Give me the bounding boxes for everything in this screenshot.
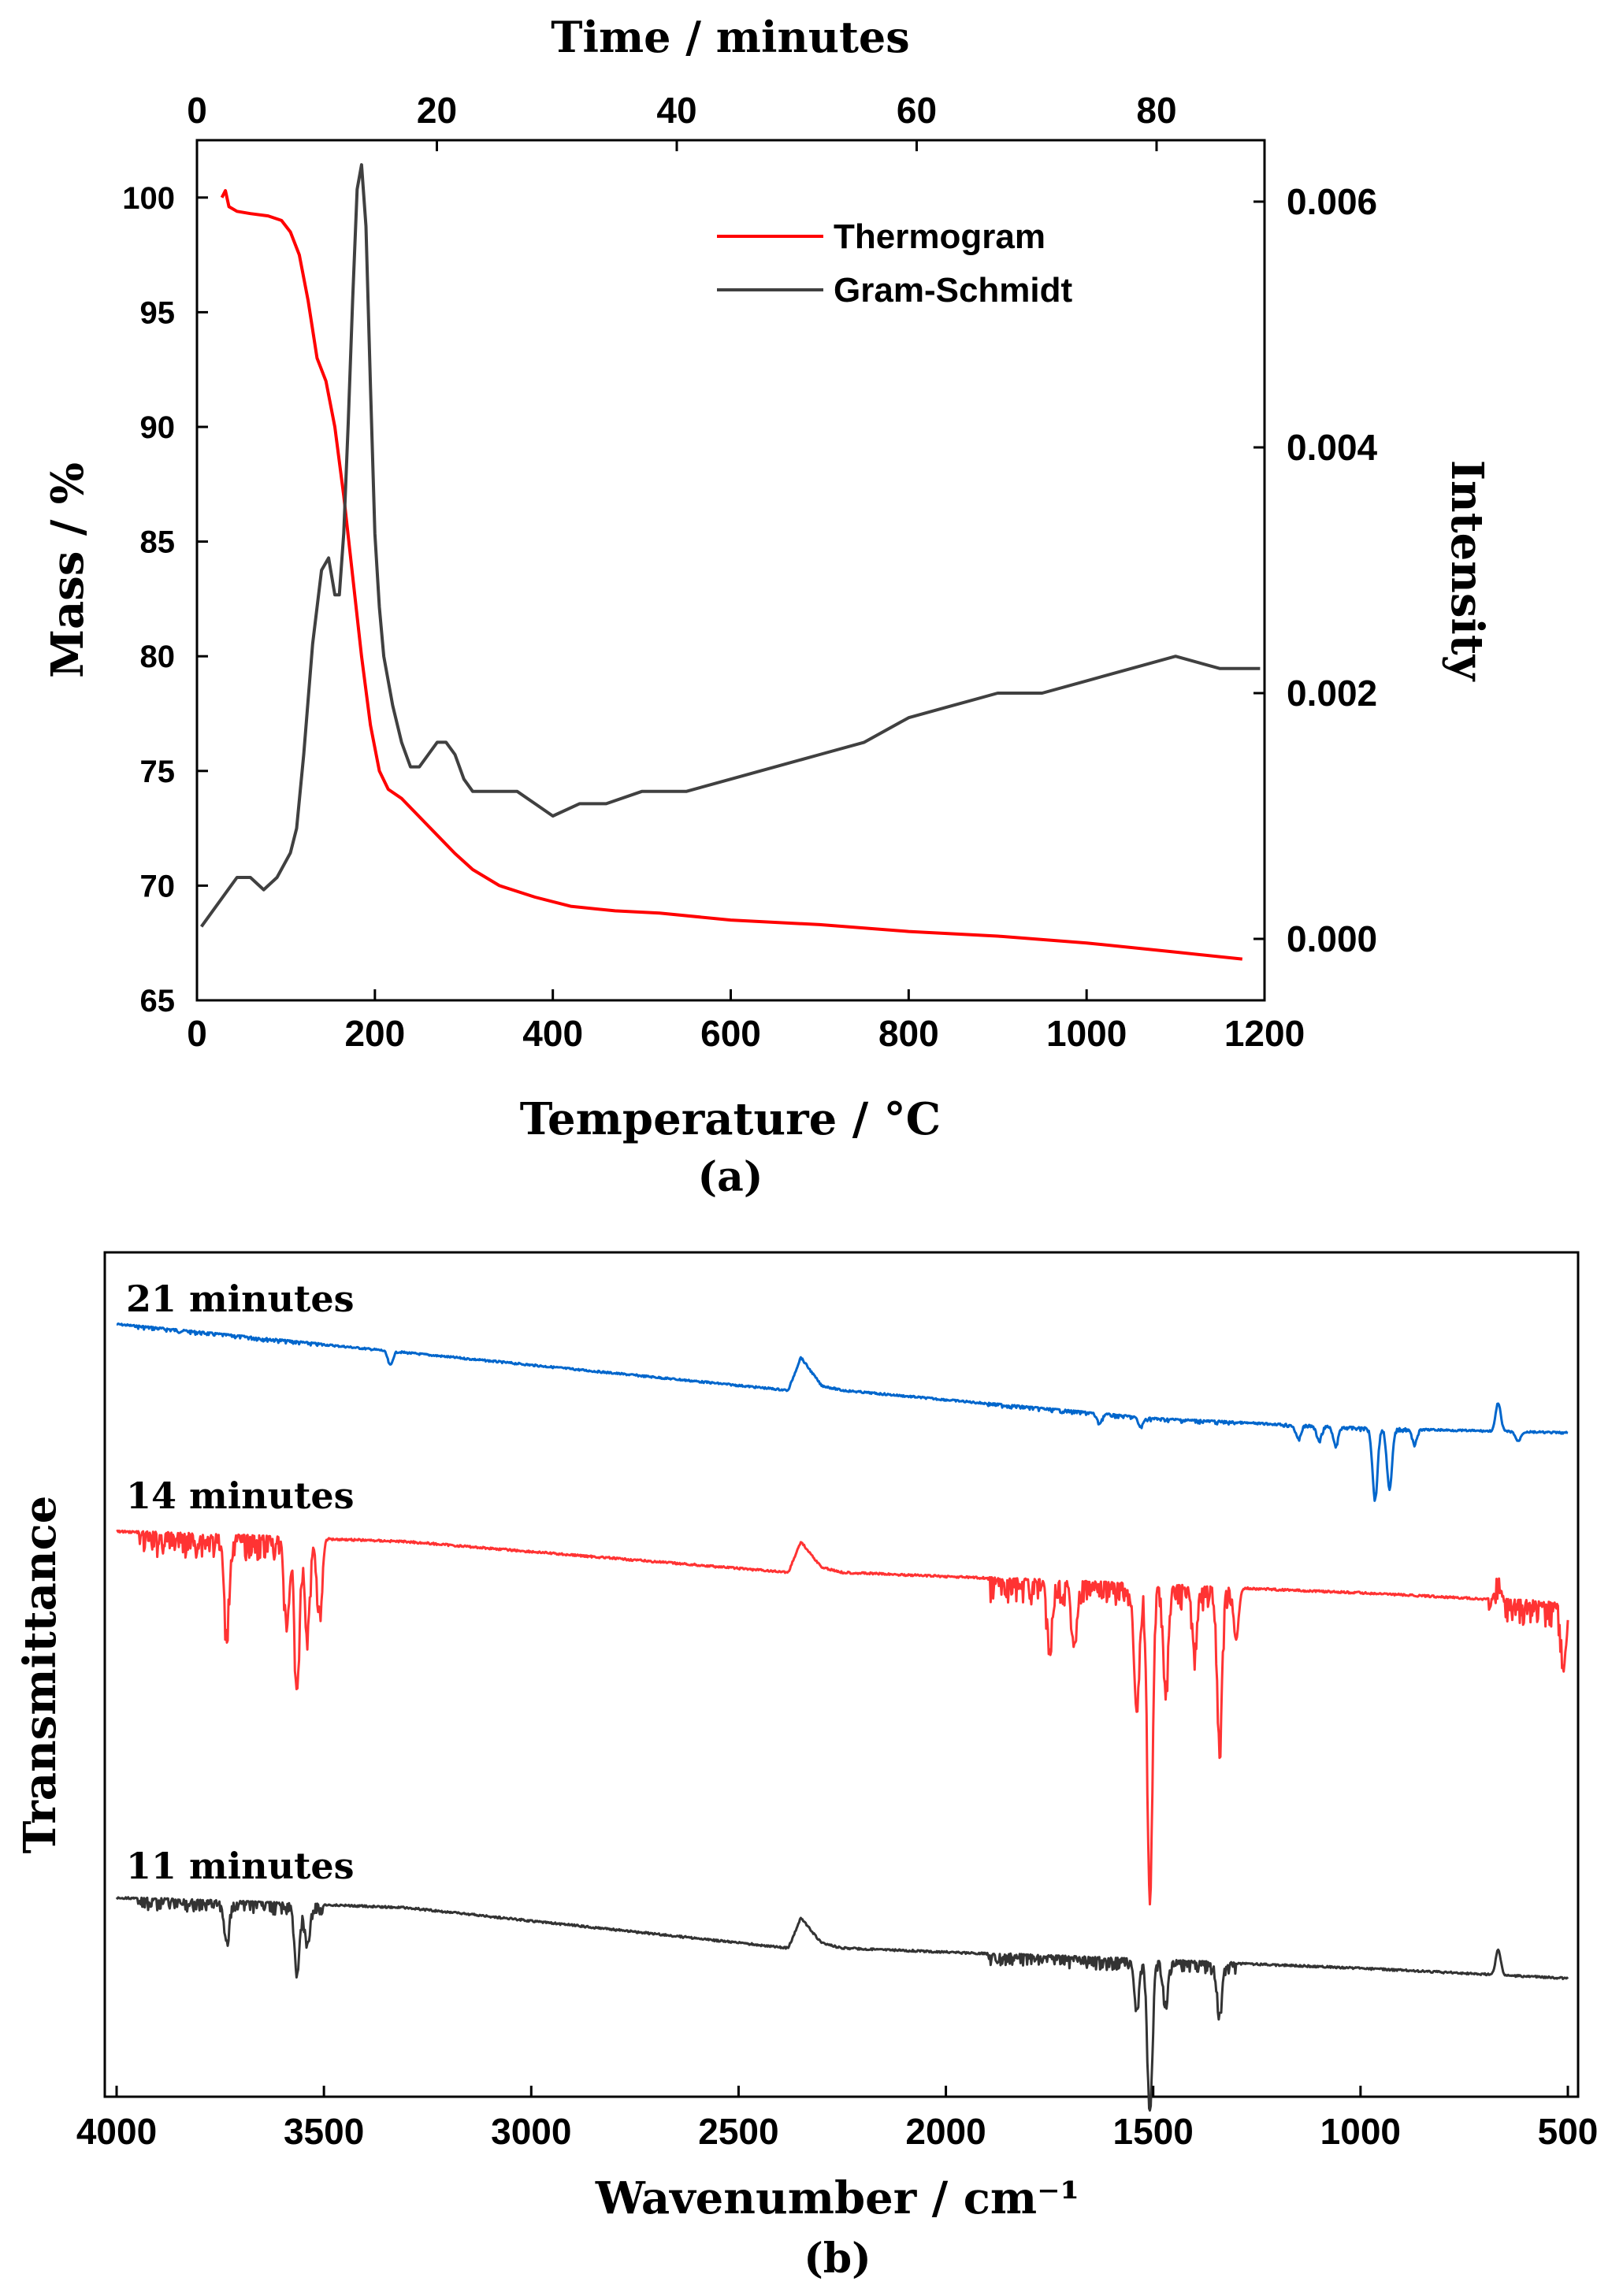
x-tick-label: 500 — [1538, 2111, 1599, 2152]
panel-a-y2-axis-title: Intensity — [1441, 460, 1493, 682]
legend-label-thermogram: Thermogram — [834, 217, 1045, 256]
series-label-14-minutes: 14 minutes — [126, 1474, 354, 1517]
y-tick-label: 100 — [122, 181, 175, 216]
panel-b-x-axis-title: Wavenumber / cm⁻¹ — [595, 2172, 1079, 2224]
panel-a-y2-ticks: 0.000 0.002 0.004 0.006 — [1253, 181, 1378, 959]
series-line-11-minutes — [115, 1896, 1569, 2112]
x2-tick-label: 20 — [417, 90, 457, 131]
x2-tick-label: 40 — [656, 90, 696, 131]
panel-a-x-axis-title: Temperature / °C — [520, 1093, 941, 1145]
x-tick-label: 1500 — [1113, 2111, 1194, 2152]
panel-a-x2-ticks: 0 20 40 60 80 — [187, 90, 1177, 151]
series-line-thermogram — [220, 189, 1243, 961]
x-tick-label: 600 — [700, 1013, 761, 1054]
panel-a-legend: Thermogram Gram-Schmidt — [717, 217, 1073, 310]
y2-tick-label: 0.002 — [1287, 673, 1377, 714]
y-tick-label: 65 — [140, 984, 176, 1018]
panel-a-x2-axis-title: Time / minutes — [551, 12, 909, 62]
legend-label-gram-schmidt: Gram-Schmidt — [834, 271, 1073, 310]
panel-a-label: (a) — [698, 1153, 763, 1201]
x2-tick-label: 80 — [1136, 90, 1176, 131]
panel-a-thermogram-chart: 0 200 400 600 800 1000 1200 65707580859095100 … — [42, 12, 1493, 1201]
x-tick-label: 0 — [187, 1013, 207, 1054]
panel-a-x-ticks: 0 200 400 600 800 1000 1200 — [187, 989, 1305, 1054]
x-tick-label: 2500 — [698, 2111, 778, 2152]
panel-a-y-ticks: 65 70 75 80 85 90 95 100 — [122, 181, 208, 1018]
y-tick-label: 85 — [140, 525, 176, 560]
panel-b-label: (b) — [804, 2235, 871, 2283]
x-tick-label: 400 — [522, 1013, 583, 1054]
y2-tick-label: 0.006 — [1287, 181, 1377, 222]
series-label-11-minutes: 11 minutes — [126, 1845, 354, 1887]
panel-b-series-group — [115, 1322, 1569, 2112]
series-line-21-minutes — [116, 1322, 1569, 1502]
y-tick-label: 70 — [140, 869, 176, 903]
x-tick-label: 3000 — [491, 2111, 571, 2152]
x-tick-label: 1000 — [1046, 1013, 1127, 1054]
x-tick-label: 1000 — [1320, 2111, 1401, 2152]
x2-tick-label: 0 — [187, 90, 207, 131]
panel-b-x-ticks: 4000 3500 3000 2500 2000 1500 1000 500 — [76, 2086, 1599, 2152]
x2-tick-label: 60 — [897, 90, 937, 131]
panel-b-ftir-chart: 4000 3500 3000 2500 2000 1500 1000 500 21 minut… — [14, 1251, 1599, 2283]
panel-b-plot-frame — [103, 1251, 1580, 2098]
series-label-21-minutes: 21 minutes — [126, 1278, 354, 1320]
panel-a-series-group — [199, 163, 1261, 961]
x-tick-label: 200 — [344, 1013, 405, 1054]
x-tick-label: 800 — [878, 1013, 939, 1054]
x-tick-label: 1200 — [1224, 1013, 1305, 1054]
x-tick-label: 3500 — [284, 2111, 364, 2152]
y-tick-label: 80 — [140, 640, 176, 674]
panel-b-y-axis-title: Transmittance — [14, 1496, 66, 1854]
y-tick-label: 95 — [140, 295, 176, 330]
y2-tick-label: 0.000 — [1287, 918, 1377, 959]
y-tick-label: 90 — [140, 410, 176, 445]
series-line-gram-schmidt — [199, 163, 1261, 928]
x-tick-label: 2000 — [905, 2111, 986, 2152]
y-tick-label: 75 — [140, 755, 176, 789]
panel-a-plot-frame — [195, 139, 1266, 1002]
y2-tick-label: 0.004 — [1287, 427, 1378, 468]
series-line-14-minutes — [116, 1529, 1569, 1906]
x-tick-label: 4000 — [76, 2111, 157, 2152]
panel-a-y-axis-title: Mass / % — [42, 462, 94, 678]
